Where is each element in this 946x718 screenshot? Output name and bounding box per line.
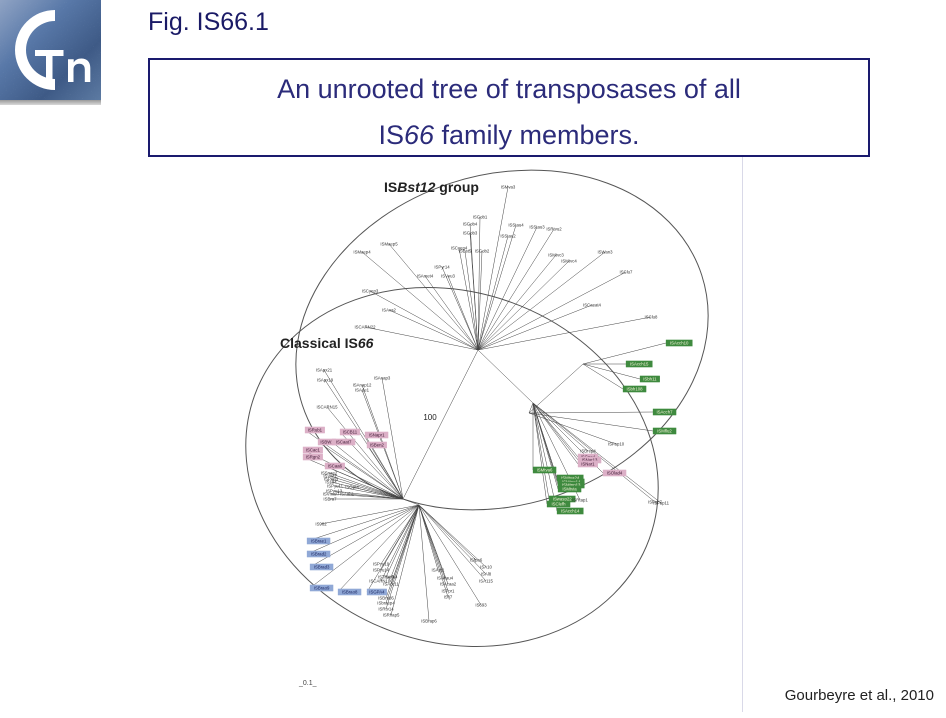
svg-text:ISApt1: ISApt1 <box>432 568 446 573</box>
svg-text:ISApx21: ISApx21 <box>316 368 333 373</box>
svg-text:ISFpr1: ISFpr1 <box>442 589 456 594</box>
svg-text:ISMtva6: ISMtva6 <box>537 468 553 473</box>
svg-text:ISMtvia: ISMtvia <box>562 487 577 492</box>
svg-text:ISRhap5: ISRhap5 <box>383 613 400 618</box>
svg-text:ISBst12 group: ISBst12 group <box>384 179 479 195</box>
svg-text:ISGob4: ISGob4 <box>463 222 478 227</box>
svg-text:ISGpr4: ISGpr4 <box>345 485 359 490</box>
svg-text:ISCyep3: ISCyep3 <box>362 289 379 294</box>
svg-text:ISBrad3: ISBrad3 <box>314 565 330 570</box>
svg-text:ISMva3: ISMva3 <box>501 185 516 190</box>
svg-text:IS982: IS982 <box>315 522 327 527</box>
svg-text:ISCaeat4: ISCaeat4 <box>583 303 602 308</box>
svg-text:ISRtv14: ISRtv14 <box>378 607 394 612</box>
svg-text:ISA115: ISA115 <box>479 579 493 584</box>
svg-text:ISAkau4: ISAkau4 <box>437 576 454 581</box>
svg-text:ISRtap1: ISRtap1 <box>572 498 588 503</box>
svg-text:ISBrep4: ISBrep4 <box>580 449 596 454</box>
svg-text:ISCB11: ISCB11 <box>343 430 358 435</box>
svg-text:ISAde1: ISAde1 <box>355 388 370 393</box>
svg-text:ISCARN15: ISCARN15 <box>316 405 338 410</box>
svg-text:ISAfe4: ISAfe4 <box>385 575 399 580</box>
svg-text:ISBrap6: ISBrap6 <box>421 619 437 624</box>
svg-text:ISBrae1: ISBrae1 <box>311 539 327 544</box>
svg-text:ISBra7: ISBra7 <box>323 497 337 502</box>
svg-text:ISBrao9: ISBrao9 <box>314 586 330 591</box>
svg-text:ISbh108: ISbh108 <box>626 387 643 392</box>
svg-text:ISClu8: ISClu8 <box>645 315 659 320</box>
svg-text:ISMtvc4: ISMtvc4 <box>561 259 577 264</box>
svg-text:100: 100 <box>423 413 437 422</box>
svg-text:ISCac1: ISCac1 <box>306 448 321 453</box>
svg-text:ISGPA4: ISGPA4 <box>369 590 385 595</box>
svg-text:ISfpa6: ISfpa6 <box>470 558 483 563</box>
svg-text:ISPyu19: ISPyu19 <box>373 562 390 567</box>
svg-text:ISA10: ISA10 <box>480 565 492 570</box>
svg-text:IS693: IS693 <box>475 603 487 608</box>
svg-text:ISPyu14: ISPyu14 <box>373 568 390 573</box>
svg-text:ISRtvu2: ISRtvu2 <box>546 227 562 232</box>
svg-text:ISAmet4: ISAmet4 <box>417 274 434 279</box>
svg-text:ISNapr1: ISNapr1 <box>369 433 385 438</box>
svg-text:ISOlad4: ISOlad4 <box>607 471 623 476</box>
svg-text:ISbraep4: ISbraep4 <box>377 601 395 606</box>
svg-text:ISGob3: ISGob3 <box>463 231 478 236</box>
svg-text:ISCaa6: ISCaa6 <box>328 464 343 469</box>
svg-text:ISMflu2: ISMflu2 <box>657 429 672 434</box>
svg-text:ISCARN22: ISCARN22 <box>354 325 376 330</box>
svg-text:ISRub1: ISRub1 <box>308 428 323 433</box>
svg-text:ISbh11: ISbh11 <box>643 377 657 382</box>
svg-text:ISAl8: ISAl8 <box>481 572 492 577</box>
svg-text:ISMaep4: ISMaep4 <box>353 250 371 255</box>
svg-text:ISVvu3: ISVvu3 <box>441 274 455 279</box>
svg-text:ISFap10: ISFap10 <box>608 442 625 447</box>
svg-text:ISBrao8: ISBrao8 <box>342 590 358 595</box>
svg-text:ISPyr14: ISPyr14 <box>434 265 450 270</box>
svg-text:ISAcch14: ISAcch14 <box>561 509 580 514</box>
svg-text:ISAcaa2: ISAcaa2 <box>440 582 457 587</box>
svg-text:ISAcch10: ISAcch10 <box>670 341 689 346</box>
svg-text:ISFap11: ISFap11 <box>653 501 670 506</box>
svg-text:ISClefh: ISClefh <box>551 502 566 507</box>
svg-text:ISWan3: ISWan3 <box>597 250 613 255</box>
svg-text:ISNar1: ISNar1 <box>581 462 595 467</box>
svg-text:ISAah1: ISAah1 <box>340 492 355 497</box>
svg-text:ISAcch7: ISAcch7 <box>656 410 673 415</box>
svg-text:ISCaat7: ISCaat7 <box>336 440 352 445</box>
svg-text:ISStau2: ISStau2 <box>500 234 516 239</box>
svg-text:ISAnap3: ISAnap3 <box>374 376 391 381</box>
svg-text:ISBen2: ISBen2 <box>370 443 385 448</box>
svg-text:ISMtvc3: ISMtvc3 <box>548 253 564 258</box>
svg-text:Classical IS66: Classical IS66 <box>280 335 374 351</box>
svg-text:ISMaep5: ISMaep5 <box>380 242 398 247</box>
svg-text:ISApx19: ISApx19 <box>317 378 334 383</box>
svg-text:ISRgn2: ISRgn2 <box>306 455 321 460</box>
svg-text:ISfj7: ISfj7 <box>444 595 453 600</box>
svg-text:ISGob1: ISGob1 <box>473 215 488 220</box>
svg-text:ISStau4: ISStau4 <box>508 223 524 228</box>
svg-text:ISAcc11: ISAcc11 <box>383 582 399 587</box>
svg-text:ISBrad2: ISBrad2 <box>311 552 327 557</box>
svg-text:ISAva2: ISAva2 <box>382 308 396 313</box>
svg-text:ISAcch15: ISAcch15 <box>630 362 649 367</box>
svg-text:ISStau3: ISStau3 <box>529 225 545 230</box>
svg-text:ISCyep4: ISCyep4 <box>451 246 468 251</box>
svg-text:ISClu7: ISClu7 <box>620 270 634 275</box>
svg-text:ISGob2: ISGob2 <box>475 249 490 254</box>
